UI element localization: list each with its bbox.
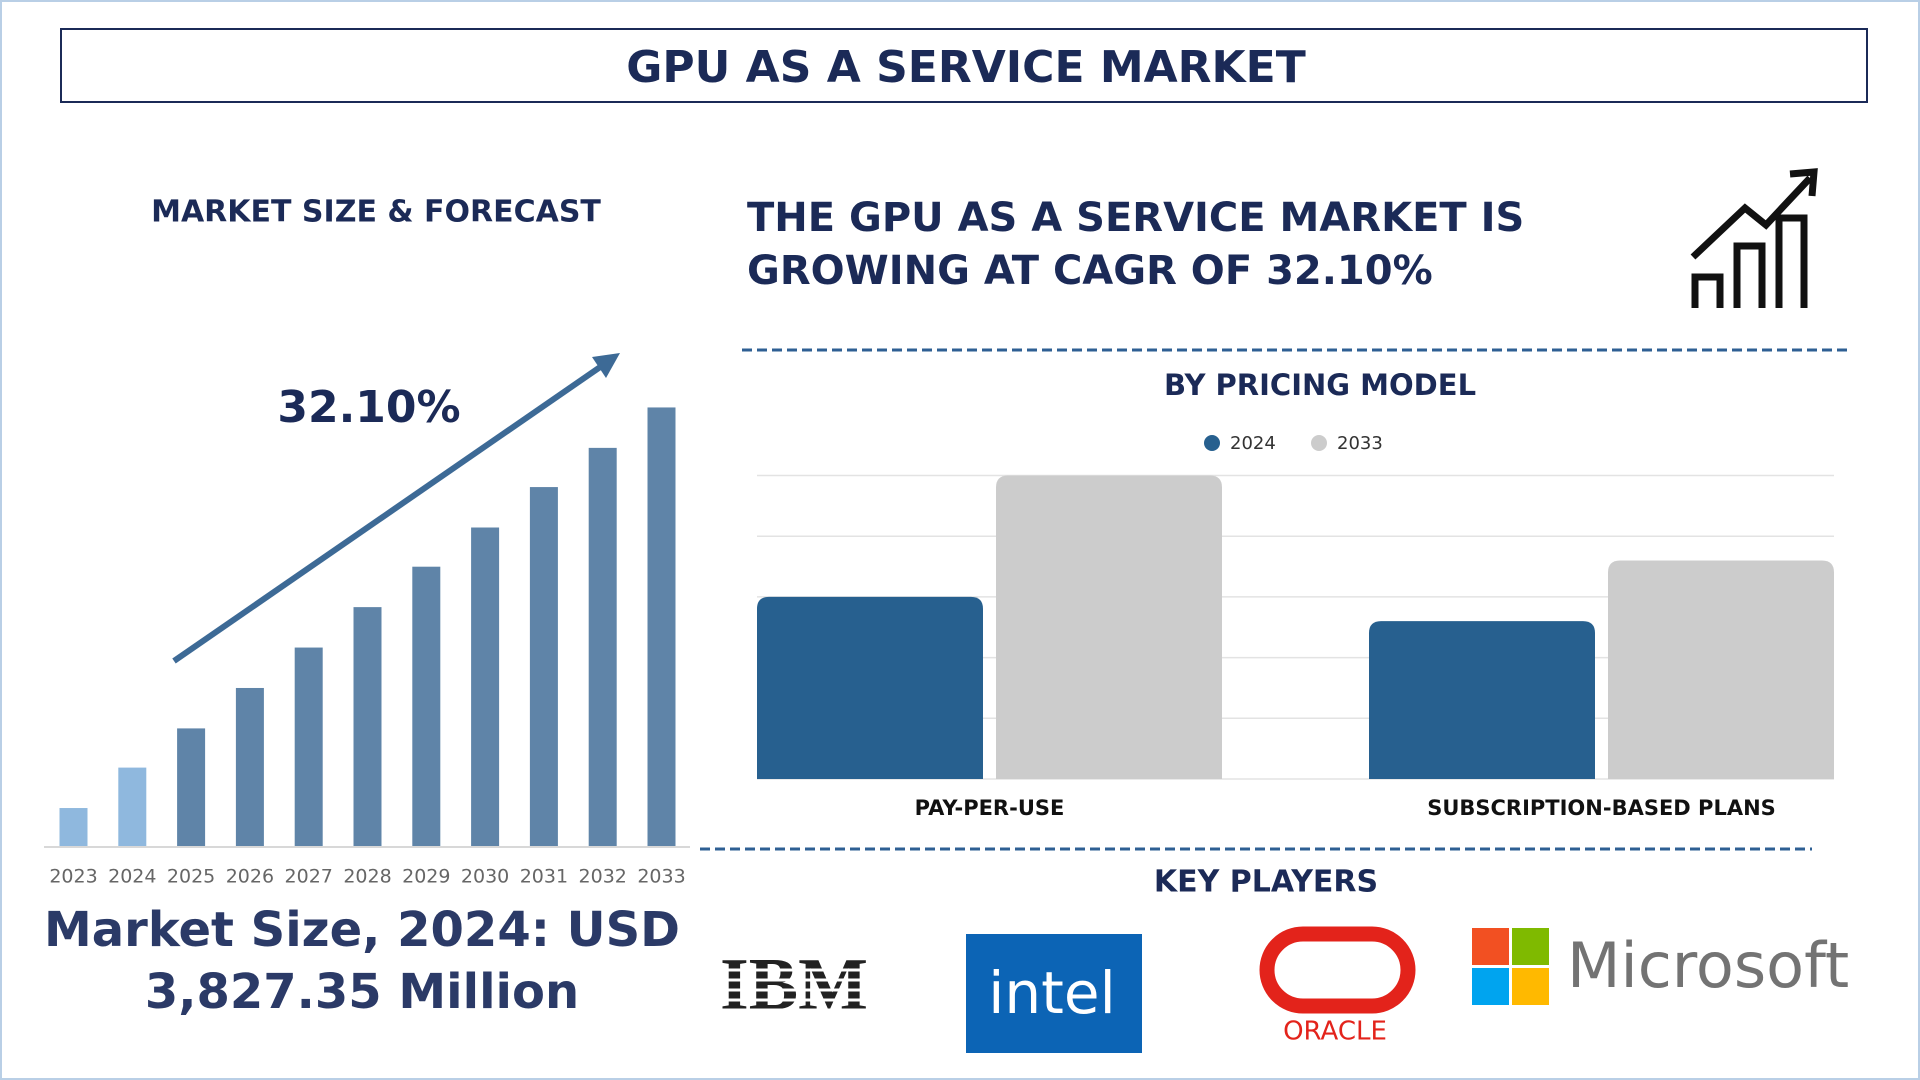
legend-dot bbox=[1204, 435, 1220, 451]
headline: GROWING AT CAGR OF 32.10% bbox=[747, 248, 1433, 294]
legend-label: 2024 bbox=[1230, 433, 1276, 454]
x-tick-label: SUBSCRIPTION-BASED PLANS bbox=[1427, 796, 1776, 820]
bar bbox=[1369, 621, 1595, 779]
chart-title: BY PRICING MODEL bbox=[1164, 368, 1476, 402]
bar bbox=[471, 527, 500, 846]
bar bbox=[647, 407, 676, 846]
bar bbox=[1608, 560, 1834, 779]
bar bbox=[412, 566, 441, 846]
section-title: KEY PLAYERS bbox=[1154, 865, 1378, 900]
x-tick-label: 2028 bbox=[343, 866, 391, 888]
growth-arrow bbox=[172, 360, 608, 664]
x-tick-label: 2026 bbox=[226, 866, 274, 888]
growth-icon bbox=[1690, 168, 1818, 308]
logo-ring bbox=[1259, 926, 1416, 1014]
logo-square bbox=[1512, 928, 1549, 965]
x-tick-label: 2030 bbox=[461, 866, 509, 888]
logo-square bbox=[1512, 968, 1549, 1005]
bar bbox=[294, 647, 323, 846]
x-tick-label: 2027 bbox=[285, 866, 333, 888]
cagr-annotation: 32.10% bbox=[277, 382, 460, 433]
logo-oracle: ORACLE bbox=[1283, 1017, 1387, 1047]
market-size: 3,827.35 Million bbox=[145, 964, 579, 1020]
x-tick-label: 2024 bbox=[108, 866, 156, 888]
x-tick-label: 2025 bbox=[167, 866, 215, 888]
x-tick-label: 2031 bbox=[520, 866, 568, 888]
market-size: Market Size, 2024: USD bbox=[44, 902, 680, 958]
bar bbox=[118, 767, 147, 846]
bar bbox=[996, 475, 1222, 779]
title-box bbox=[60, 28, 1868, 103]
headline: THE GPU AS A SERVICE MARKET IS bbox=[747, 195, 1524, 241]
bar bbox=[59, 808, 88, 846]
logo-square bbox=[1472, 968, 1509, 1005]
logo-intel: intel bbox=[988, 959, 1115, 1027]
x-tick-label: 2032 bbox=[579, 866, 627, 888]
logo-box bbox=[966, 934, 1142, 1053]
bar bbox=[235, 687, 264, 846]
legend-dot bbox=[1311, 435, 1327, 451]
legend-label: 2033 bbox=[1337, 433, 1383, 454]
logo-square bbox=[1472, 928, 1509, 965]
page-title: GPU AS A SERVICE MARKET bbox=[626, 42, 1305, 93]
x-tick-label: 2033 bbox=[637, 866, 685, 888]
logo-microsoft: Microsoft bbox=[1567, 929, 1849, 1002]
bar bbox=[177, 728, 206, 846]
chart-title: MARKET SIZE & FORECAST bbox=[151, 195, 601, 230]
bar bbox=[353, 607, 382, 846]
logo-ibm: IBM bbox=[720, 944, 868, 1026]
x-tick-label: 2023 bbox=[49, 866, 97, 888]
arrow-head bbox=[592, 353, 620, 378]
bar bbox=[529, 487, 558, 846]
x-tick-label: 2029 bbox=[402, 866, 450, 888]
bar bbox=[588, 447, 617, 846]
logo-stripes bbox=[715, 968, 875, 1012]
x-tick-label: PAY-PER-USE bbox=[915, 796, 1065, 820]
bar bbox=[757, 596, 983, 779]
